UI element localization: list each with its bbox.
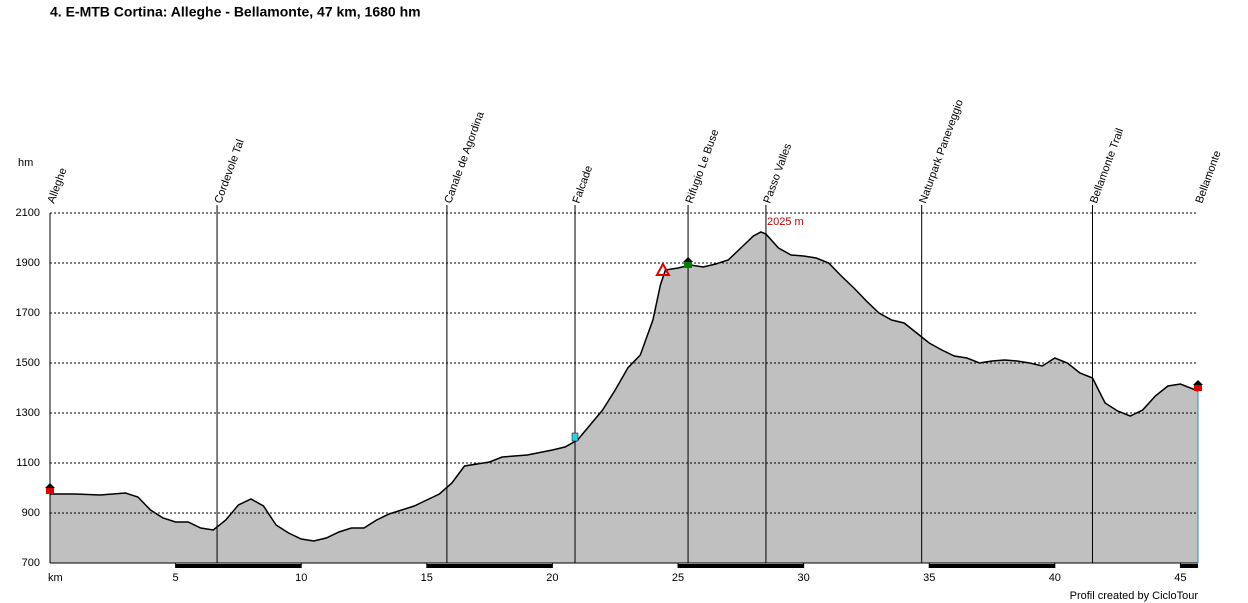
y-tick-label: 1100 bbox=[16, 457, 40, 469]
chart-title: 4. E-MTB Cortina: Alleghe - Bellamonte, … bbox=[50, 4, 421, 20]
waypoint-icon-roof bbox=[45, 483, 55, 488]
scale-bar bbox=[678, 564, 804, 568]
waypoint-label: Canale de Agordina bbox=[442, 109, 487, 205]
x-tick-label: 30 bbox=[797, 572, 809, 584]
waypoint-label: Rifugio Le Buse bbox=[684, 128, 722, 205]
x-tick-label: 35 bbox=[923, 572, 935, 584]
scale-bar bbox=[1180, 564, 1198, 568]
scale-bar bbox=[929, 564, 1055, 568]
waypoint-icon-roof bbox=[1193, 380, 1203, 385]
waypoint-icon bbox=[1194, 385, 1202, 391]
waypoint-label: Passo Valles bbox=[761, 141, 794, 205]
scale-bar bbox=[426, 564, 553, 568]
waypoint-icon bbox=[655, 261, 671, 276]
x-tick-label: 20 bbox=[546, 572, 558, 584]
waypoint-label: Naturpark Paneveggio bbox=[917, 98, 966, 205]
waypoint-label: Bellamonte bbox=[1194, 149, 1224, 205]
waypoint-icon-roof bbox=[683, 257, 694, 262]
x-tick-label: 10 bbox=[295, 572, 307, 584]
scale-bar bbox=[175, 564, 302, 568]
x-tick-label: 45 bbox=[1174, 572, 1186, 584]
x-tick-label: 25 bbox=[672, 572, 684, 584]
x-axis-label: km bbox=[48, 572, 63, 584]
waypoint-label: Cordevole Tal bbox=[213, 138, 247, 205]
waypoint-label: Falcade bbox=[571, 164, 596, 205]
waypoint-icon bbox=[46, 488, 54, 494]
x-tick-label: 5 bbox=[173, 572, 179, 584]
footer: Profil created by CicloTour bbox=[1070, 590, 1199, 602]
waypoint-label: Bellamonte Trail bbox=[1088, 127, 1126, 205]
x-tick-label: 15 bbox=[421, 572, 433, 584]
y-axis-label: hm bbox=[18, 157, 33, 169]
area-fill bbox=[50, 232, 1198, 563]
y-tick-label: 1900 bbox=[16, 257, 40, 269]
y-tick-label: 900 bbox=[22, 507, 40, 519]
waypoint-icon bbox=[571, 432, 579, 442]
y-tick-label: 1700 bbox=[16, 307, 40, 319]
waypoint-icon bbox=[684, 262, 693, 268]
profile-line bbox=[50, 231, 1199, 542]
y-tick-label: 1500 bbox=[16, 357, 40, 369]
y-tick-label: 2100 bbox=[16, 207, 40, 219]
x-tick-label: 40 bbox=[1049, 572, 1061, 584]
y-tick-label: 700 bbox=[22, 557, 40, 569]
waypoint-label: Alleghe bbox=[46, 166, 70, 205]
y-tick-label: 1300 bbox=[16, 407, 40, 419]
peak-annotation: 2025 m bbox=[767, 216, 804, 228]
